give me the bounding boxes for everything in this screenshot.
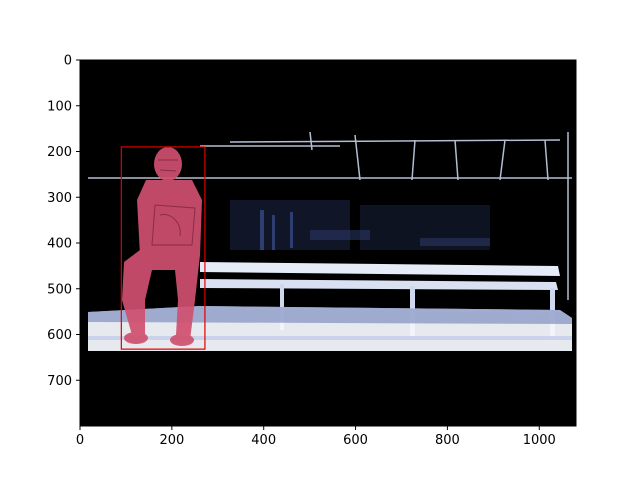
person-legs [122,250,200,340]
y-tick-label: 500 [47,282,72,297]
x-tick-label: 0 [76,433,84,448]
x-axis: 0 200 400 600 800 1000 [76,426,556,448]
y-tick-label: 100 [47,99,72,114]
person-head [154,147,182,181]
x-tick-label: 800 [435,433,460,448]
person-shoe-right [170,334,194,346]
x-tick-label: 400 [251,433,276,448]
y-tick-label: 700 [47,374,72,389]
ground [88,306,572,351]
person-torso [137,180,202,255]
y-axis: 0 100 200 300 400 500 600 700 [47,54,80,389]
image-panel [79,59,577,427]
person-shading [151,159,196,246]
x-tick-label: 200 [159,433,184,448]
background-speckle [230,200,490,250]
x-tick-label: 1000 [523,433,556,448]
y-tick-label: 0 [64,54,72,69]
bounding-box [120,146,206,350]
person-mask [122,147,202,346]
y-tick-label: 300 [47,191,72,206]
y-tick-label: 600 [47,328,72,343]
x-tick-label: 600 [343,433,368,448]
bench-seat [200,279,558,290]
bench-backrest [200,262,560,276]
scene-photo [88,131,572,351]
y-tick-label: 200 [47,145,72,160]
person-shoe-left [124,332,148,344]
y-tick-label: 400 [47,237,72,252]
